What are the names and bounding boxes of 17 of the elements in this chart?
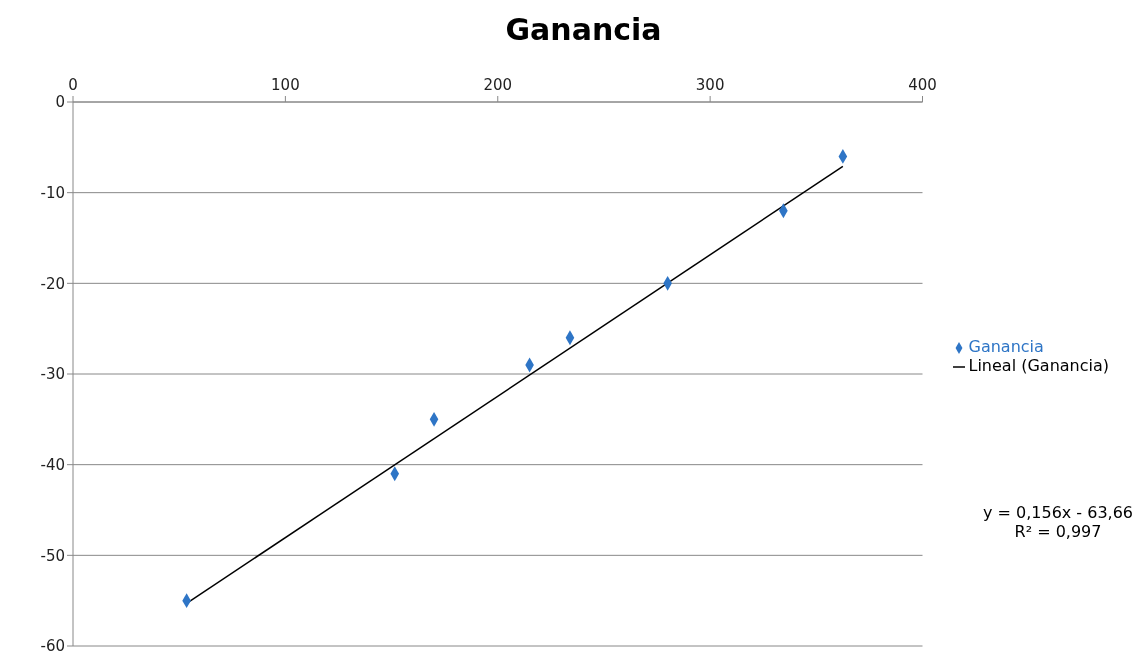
legend-label: Ganancia [968, 337, 1044, 356]
x-tick-label: 200 [483, 76, 513, 94]
text: y = 0,156x - 63,66 [981, 503, 1135, 522]
y-tick-label: -30 [40, 365, 65, 384]
x-tick-label: 0 [68, 76, 78, 94]
x-tick-label: 300 [695, 76, 725, 94]
y-tick-label: -50 [40, 546, 65, 565]
y-tick-label: 0 [55, 93, 65, 112]
y-tick-label: -60 [40, 637, 65, 656]
legend-label: Lineal (Ganancia) [968, 356, 1109, 375]
x-tick-label: 100 [271, 76, 300, 94]
y-tick-label: -20 [40, 274, 65, 293]
x-tick-label: 400 [908, 76, 937, 94]
text: R² = 0,997 [1013, 522, 1103, 541]
chart-title: Ganancia [504, 11, 663, 49]
y-tick-label: -10 [40, 183, 65, 202]
y-tick-label: -40 [40, 455, 65, 474]
